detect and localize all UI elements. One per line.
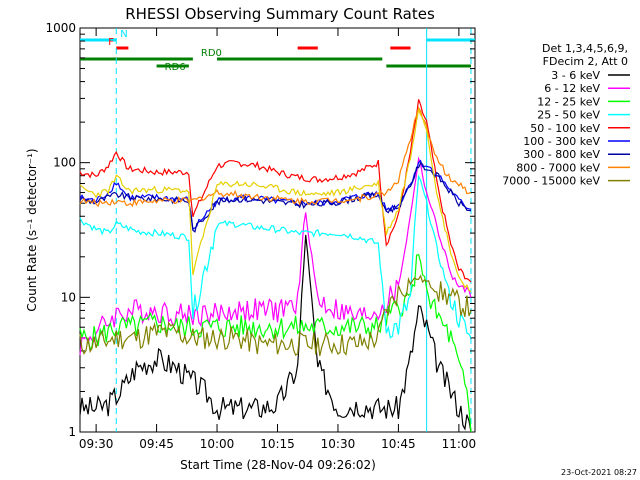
- axis-ticks: 09:30 09:45 10:00 10:15 10:30 10:45 11:00 1 10 10…: [45, 21, 476, 451]
- legend-entry-label: 50 - 100 keV: [530, 122, 600, 135]
- legend-entry-label: 25 - 50 keV: [537, 109, 600, 122]
- series-lines: [79, 99, 472, 433]
- legend-entry-label: 800 - 7000 keV: [516, 161, 600, 174]
- x-tick-label: 10:30: [321, 437, 356, 451]
- flag-bars: NF RD0 RD6: [80, 28, 475, 432]
- legend-entry-label: 100 - 300 keV: [523, 135, 600, 148]
- x-tick-label: 11:00: [442, 437, 477, 451]
- series-line: [79, 161, 472, 233]
- series-line: [79, 107, 472, 293]
- y-tick-label: 100: [53, 156, 76, 170]
- x-tick-label: 10:15: [260, 437, 295, 451]
- x-tick-label: 10:00: [200, 437, 235, 451]
- y-tick-label: 1: [68, 425, 76, 439]
- series-line: [79, 106, 472, 208]
- y-axis-label: Count Rate (s⁻¹ detector⁻¹): [25, 148, 39, 311]
- x-tick-label: 10:45: [381, 437, 416, 451]
- legend-entry-label: 6 - 12 keV: [544, 82, 600, 95]
- timestamp: 23-Oct-2021 08:27: [561, 468, 637, 477]
- legend-entry-label: 7000 - 15000 keV: [502, 175, 600, 188]
- x-axis-label: Start Time (28-Nov-04 09:26:02): [180, 458, 376, 472]
- series-line: [79, 274, 472, 357]
- flag-label: N: [120, 29, 127, 40]
- x-tick-label: 09:30: [79, 437, 114, 451]
- legend-entry-label: 3 - 6 keV: [551, 69, 600, 82]
- flag-label: RD0: [201, 48, 222, 59]
- x-tick-label: 09:45: [139, 437, 174, 451]
- series-line: [79, 253, 472, 433]
- series-line: [79, 156, 472, 355]
- chart-title: RHESSI Observing Summary Count Rates: [125, 5, 435, 23]
- y-tick-label: 1000: [45, 21, 76, 35]
- y-tick-label: 10: [61, 290, 76, 304]
- legend-entry-label: 12 - 25 keV: [537, 95, 600, 108]
- series-line: [79, 234, 472, 433]
- flag-label: RD6: [165, 62, 186, 73]
- legend-header: FDecim 2, Att 0: [543, 55, 628, 68]
- legend-entry-label: 300 - 800 keV: [523, 148, 600, 161]
- legend: Det 1,3,4,5,6,9,FDecim 2, Att 03 - 6 keV…: [502, 42, 630, 188]
- legend-header: Det 1,3,4,5,6,9,: [542, 42, 628, 55]
- series-line: [79, 174, 472, 339]
- flag-label: F: [108, 37, 114, 48]
